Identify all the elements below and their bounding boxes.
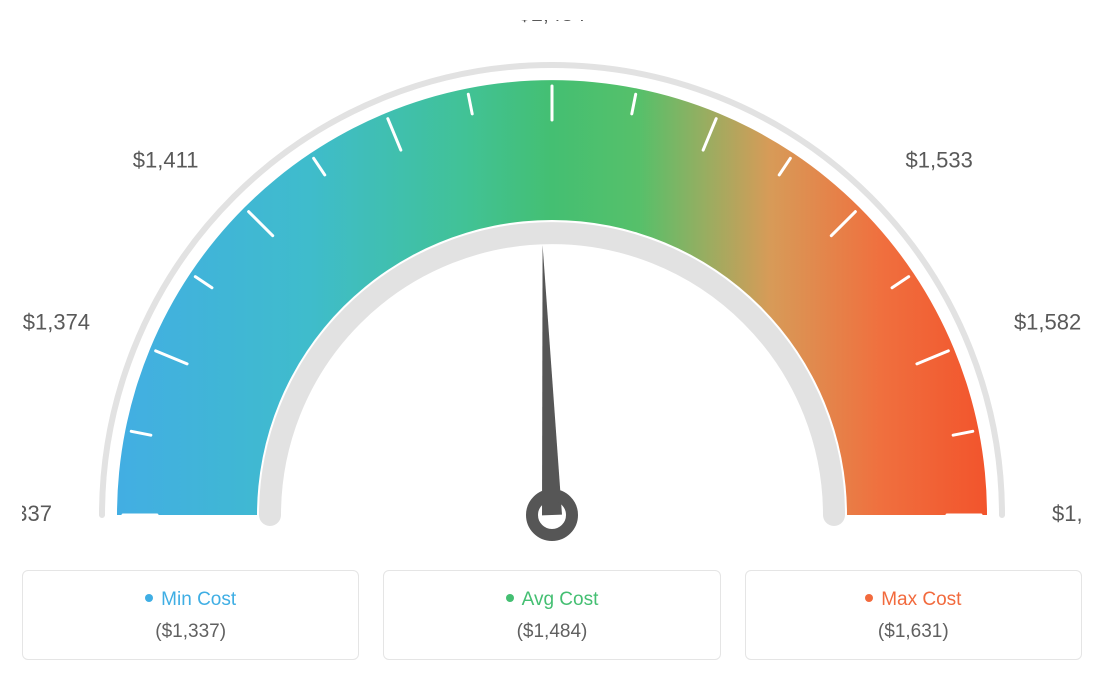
gauge-label: $1,533 xyxy=(906,147,973,172)
gauge-label: $1,631 xyxy=(1052,501,1082,526)
gauge-label: $1,484 xyxy=(518,20,585,26)
gauge-svg: $1,337 $1,374 $1,411 $1,484 $1,533 $1,582 $1,6… xyxy=(22,20,1082,560)
gauge-label: $1,374 xyxy=(23,309,90,334)
legend-dot-icon xyxy=(145,594,153,602)
legend-title-text: Avg Cost xyxy=(522,589,599,610)
gauge-label: $1,411 xyxy=(133,147,199,172)
legend-row: Min Cost ($1,337) Avg Cost ($1,484) Max Cost… xyxy=(22,570,1082,660)
legend-card: Max Cost ($1,631) xyxy=(745,570,1082,660)
legend-value: ($1,484) xyxy=(396,621,707,643)
legend-value: ($1,337) xyxy=(35,621,346,643)
legend-title-text: Max Cost xyxy=(881,589,961,610)
needle xyxy=(542,245,562,515)
gauge-label: $1,337 xyxy=(22,501,52,526)
gauge-label: $1,582 xyxy=(1014,309,1081,334)
legend-title: Max Cost xyxy=(758,589,1069,611)
legend-value: ($1,631) xyxy=(758,621,1069,643)
legend-title: Avg Cost xyxy=(396,589,707,611)
legend-dot-icon xyxy=(506,594,514,602)
legend-card: Min Cost ($1,337) xyxy=(22,570,359,660)
legend-dot-icon xyxy=(865,594,873,602)
cost-gauge: $1,337 $1,374 $1,411 $1,484 $1,533 $1,582 $1,6… xyxy=(22,20,1082,560)
legend-title-text: Min Cost xyxy=(161,589,236,610)
legend-card: Avg Cost ($1,484) xyxy=(383,570,720,660)
legend-title: Min Cost xyxy=(35,589,346,611)
